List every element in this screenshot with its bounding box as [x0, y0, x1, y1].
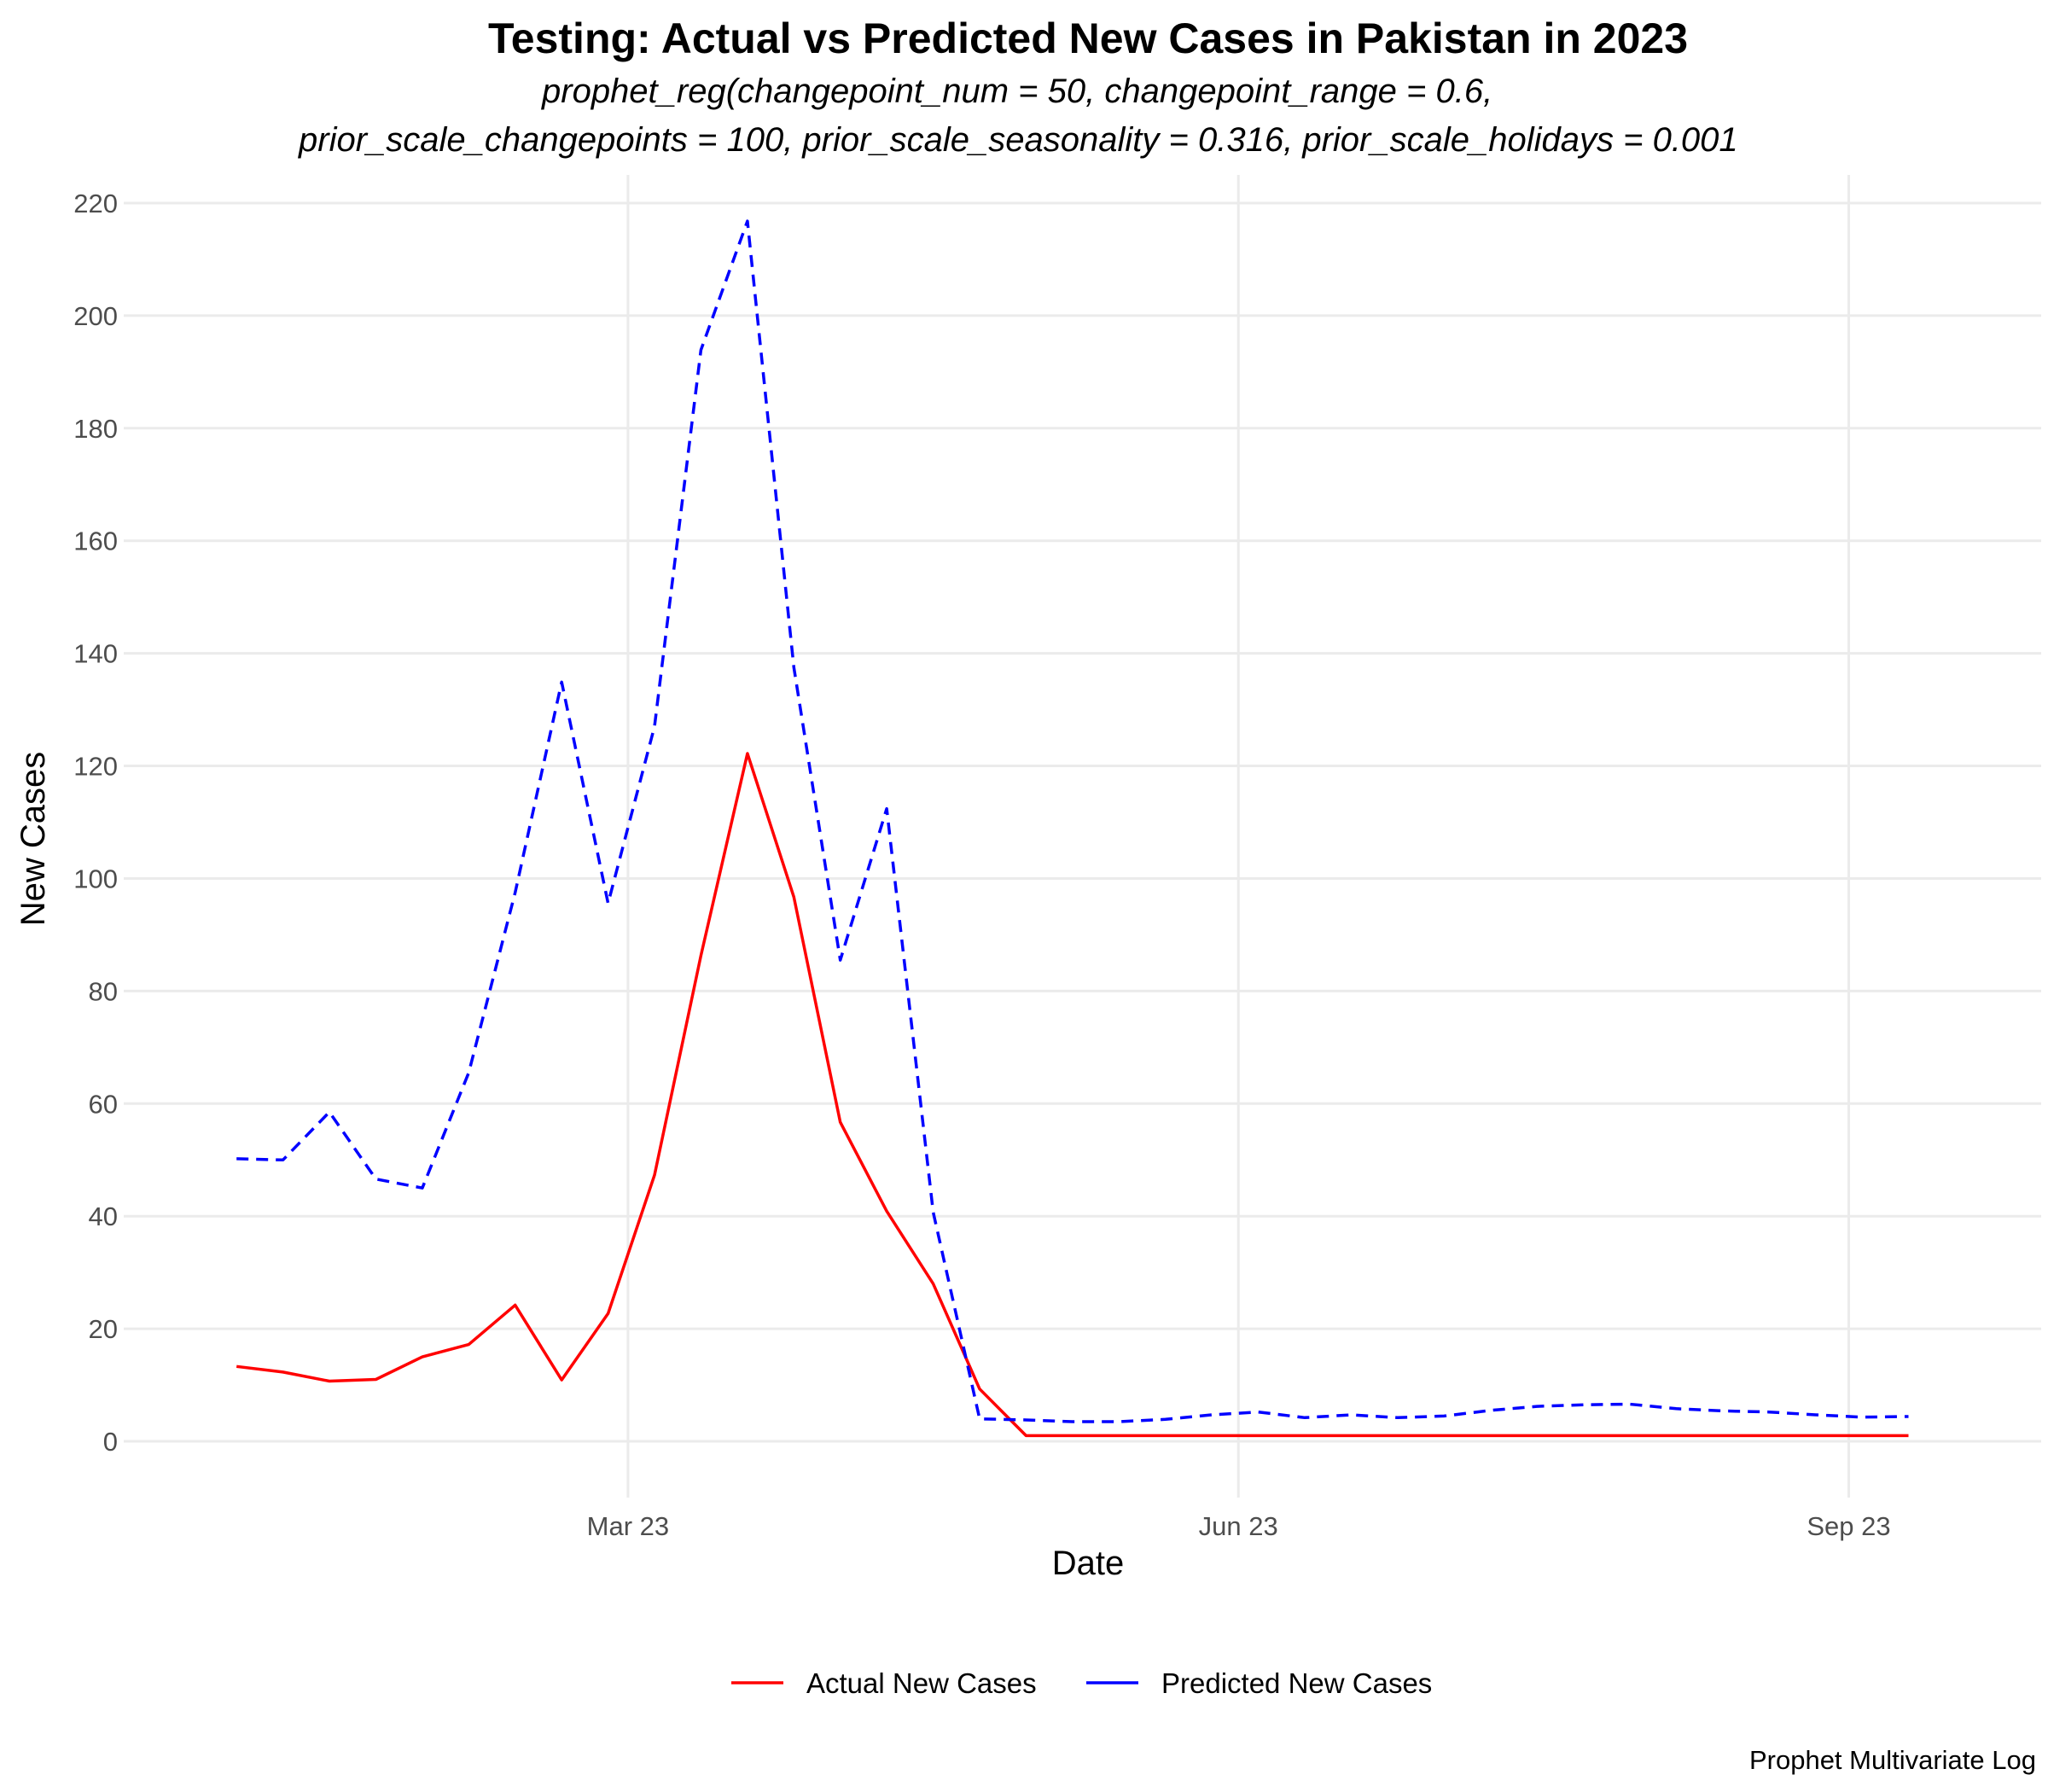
- series-lines: [236, 219, 1909, 1438]
- y-tick-label: 120: [73, 752, 118, 782]
- y-tick-label: 200: [73, 301, 118, 331]
- y-tick-label: 20: [89, 1314, 118, 1344]
- x-tick-label: Jun 23: [1199, 1511, 1278, 1541]
- series-line-actual-new-cases: [236, 752, 1909, 1438]
- y-axis-ticks: 0 20 40 60 80 100 120 140 160 180 200 220: [73, 189, 118, 1457]
- legend-label-predicted: Predicted New Cases: [1161, 1667, 1432, 1699]
- legend: Actual New Cases Predicted New Cases: [731, 1667, 1432, 1699]
- chart-subtitle-line-2: prior_scale_changepoints = 100, prior_sc…: [298, 121, 1738, 159]
- y-tick-label: 0: [103, 1427, 118, 1457]
- legend-label-actual: Actual New Cases: [806, 1667, 1037, 1699]
- chart-subtitle-line-1: prophet_reg(changepoint_num = 50, change…: [541, 73, 1492, 110]
- y-tick-label: 40: [89, 1201, 118, 1231]
- y-tick-label: 180: [73, 414, 118, 444]
- y-tick-label: 80: [89, 976, 118, 1006]
- grid-lines: [124, 175, 2041, 1498]
- y-tick-label: 220: [73, 189, 118, 218]
- x-axis-ticks: Mar 23 Jun 23 Sep 23: [587, 1511, 1891, 1541]
- y-tick-label: 60: [89, 1089, 118, 1119]
- y-tick-label: 140: [73, 639, 118, 669]
- chart-caption: Prophet Multivariate Log: [1749, 1745, 2036, 1775]
- y-tick-label: 160: [73, 527, 118, 556]
- y-axis-title: New Cases: [15, 752, 52, 927]
- series-line-predicted-new-cases: [236, 219, 1909, 1423]
- x-tick-label: Sep 23: [1807, 1511, 1890, 1541]
- x-tick-label: Mar 23: [587, 1511, 669, 1541]
- y-tick-label: 100: [73, 864, 118, 893]
- x-axis-title: Date: [1052, 1545, 1125, 1582]
- chart-title: Testing: Actual vs Predicted New Cases i…: [488, 15, 1688, 62]
